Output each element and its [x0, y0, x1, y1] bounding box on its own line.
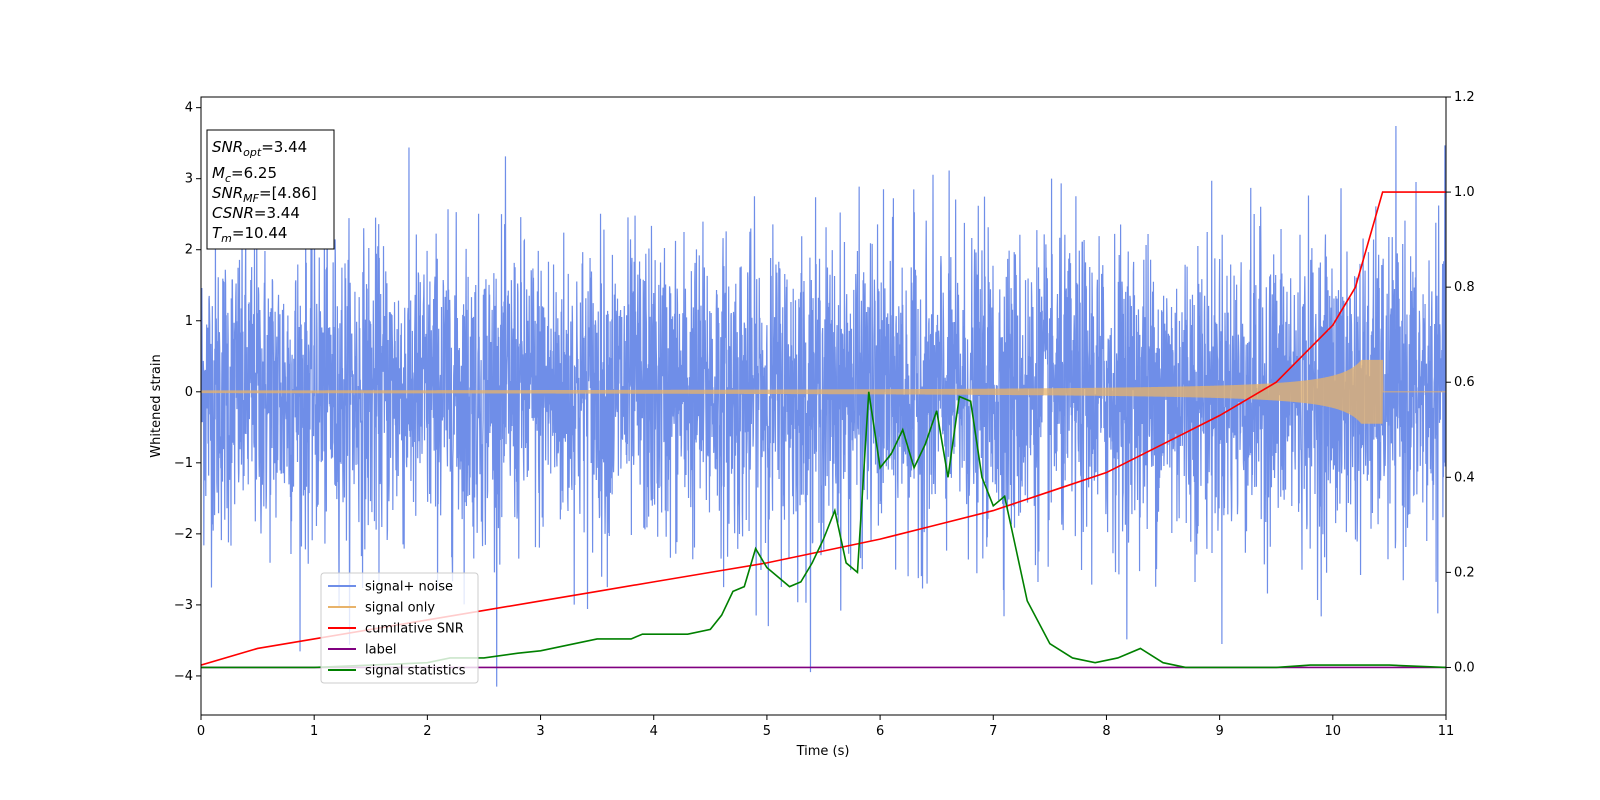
y-tick-label: 4: [185, 101, 193, 116]
y-tick-label: −1: [174, 456, 193, 471]
y2-tick-label: 0.8: [1454, 280, 1475, 295]
x-tick-label: 11: [1438, 724, 1455, 739]
x-axis-label: Time (s): [796, 744, 850, 759]
x-tick-label: 10: [1325, 724, 1342, 739]
x-tick-label: 9: [1215, 724, 1223, 739]
y2-tick-label: 0.2: [1454, 565, 1475, 580]
y2-tick-label: 0.4: [1454, 470, 1475, 485]
legend-label: signal statistics: [365, 664, 466, 679]
plot-frame: [200, 96, 1447, 716]
x-tick-label: 1: [310, 724, 318, 739]
y-tick-label: 0: [185, 385, 193, 400]
y2-tick-label: 1.2: [1454, 90, 1475, 105]
x-tick-label: 8: [1102, 724, 1110, 739]
legend-label: signal+ noise: [365, 580, 453, 595]
y2-tick-label: 0.6: [1454, 375, 1475, 390]
y-tick-label: 2: [185, 243, 193, 258]
x-tick-label: 5: [763, 724, 771, 739]
x-tick-label: 0: [197, 724, 205, 739]
signal-only-line: [201, 359, 1446, 424]
y-tick-label: 1: [185, 314, 193, 329]
y2-tick-label: 1.0: [1454, 185, 1475, 200]
info-box-line: SNRopt=3.44: [212, 138, 307, 159]
legend-label: signal only: [365, 601, 435, 616]
info-box-line: Tm=10.44: [212, 224, 287, 245]
x-tick-label: 3: [536, 724, 544, 739]
y-tick-label: −2: [174, 527, 193, 542]
x-tick-label: 7: [989, 724, 997, 739]
signal-statistics-line: [201, 391, 1446, 669]
x-tick-label: 4: [650, 724, 658, 739]
legend-label: cumilative SNR: [365, 622, 464, 637]
legend-label: label: [365, 643, 396, 658]
x-tick-label: 2: [423, 724, 431, 739]
info-box-frame: [206, 129, 335, 250]
info-box-line: SNRMF=[4.86]: [212, 184, 317, 205]
legend-frame: [320, 572, 479, 684]
info-box-line: Mc=6.25: [212, 164, 277, 185]
y-axis-label: Whitened strain: [149, 354, 164, 457]
y-tick-label: −4: [174, 669, 193, 684]
y-tick-label: −3: [174, 598, 193, 613]
info-box-line: CSNR=3.44: [212, 204, 300, 222]
y2-tick-label: 0.0: [1454, 660, 1475, 675]
legend: signal+ noise signal only cumilative SNR la…: [320, 572, 479, 684]
x-tick-label: 6: [876, 724, 884, 739]
y-tick-label: 3: [185, 172, 193, 187]
